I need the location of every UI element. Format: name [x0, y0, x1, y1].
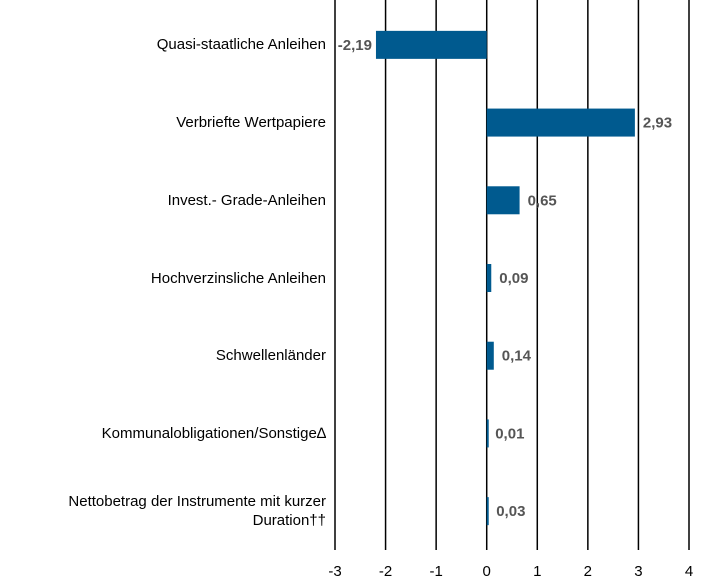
- category-label: Verbriefte Wertpapiere: [176, 114, 326, 132]
- x-tick-label: 4: [685, 563, 693, 580]
- x-tick-label: -3: [328, 563, 341, 580]
- x-tick-label: 3: [634, 563, 642, 580]
- bar: [375, 30, 487, 59]
- bar: [486, 264, 492, 292]
- value-label: 2,93: [643, 115, 672, 132]
- x-tick-label: 0: [483, 563, 491, 580]
- value-label: 0,03: [496, 503, 525, 520]
- bar: [486, 341, 494, 370]
- value-label: 0,14: [502, 348, 532, 365]
- value-label: 0,01: [495, 425, 524, 442]
- bar: [486, 419, 489, 448]
- bar: [486, 497, 489, 526]
- category-label: Quasi-staatliche Anleihen: [156, 36, 326, 54]
- category-label: Schwellenländer: [215, 347, 326, 365]
- category-label: Hochverzinsliche Anleihen: [150, 269, 326, 287]
- x-tick-label: -2: [379, 563, 392, 580]
- x-tick-label: -1: [429, 563, 442, 580]
- bar: [486, 186, 520, 215]
- bar: [486, 108, 635, 137]
- category-label: Kommunalobligationen/Sonstige∆: [101, 424, 326, 442]
- category-label: Nettobetrag der Instrumente mit kurzer D…: [68, 493, 326, 530]
- value-label: -2,19: [338, 37, 372, 54]
- value-label: 0,09: [499, 270, 528, 287]
- x-tick-label: 1: [533, 563, 541, 580]
- value-label: 0,65: [528, 192, 557, 209]
- x-tick-label: 2: [584, 563, 592, 580]
- category-label: Invest.- Grade-Anleihen: [167, 191, 326, 209]
